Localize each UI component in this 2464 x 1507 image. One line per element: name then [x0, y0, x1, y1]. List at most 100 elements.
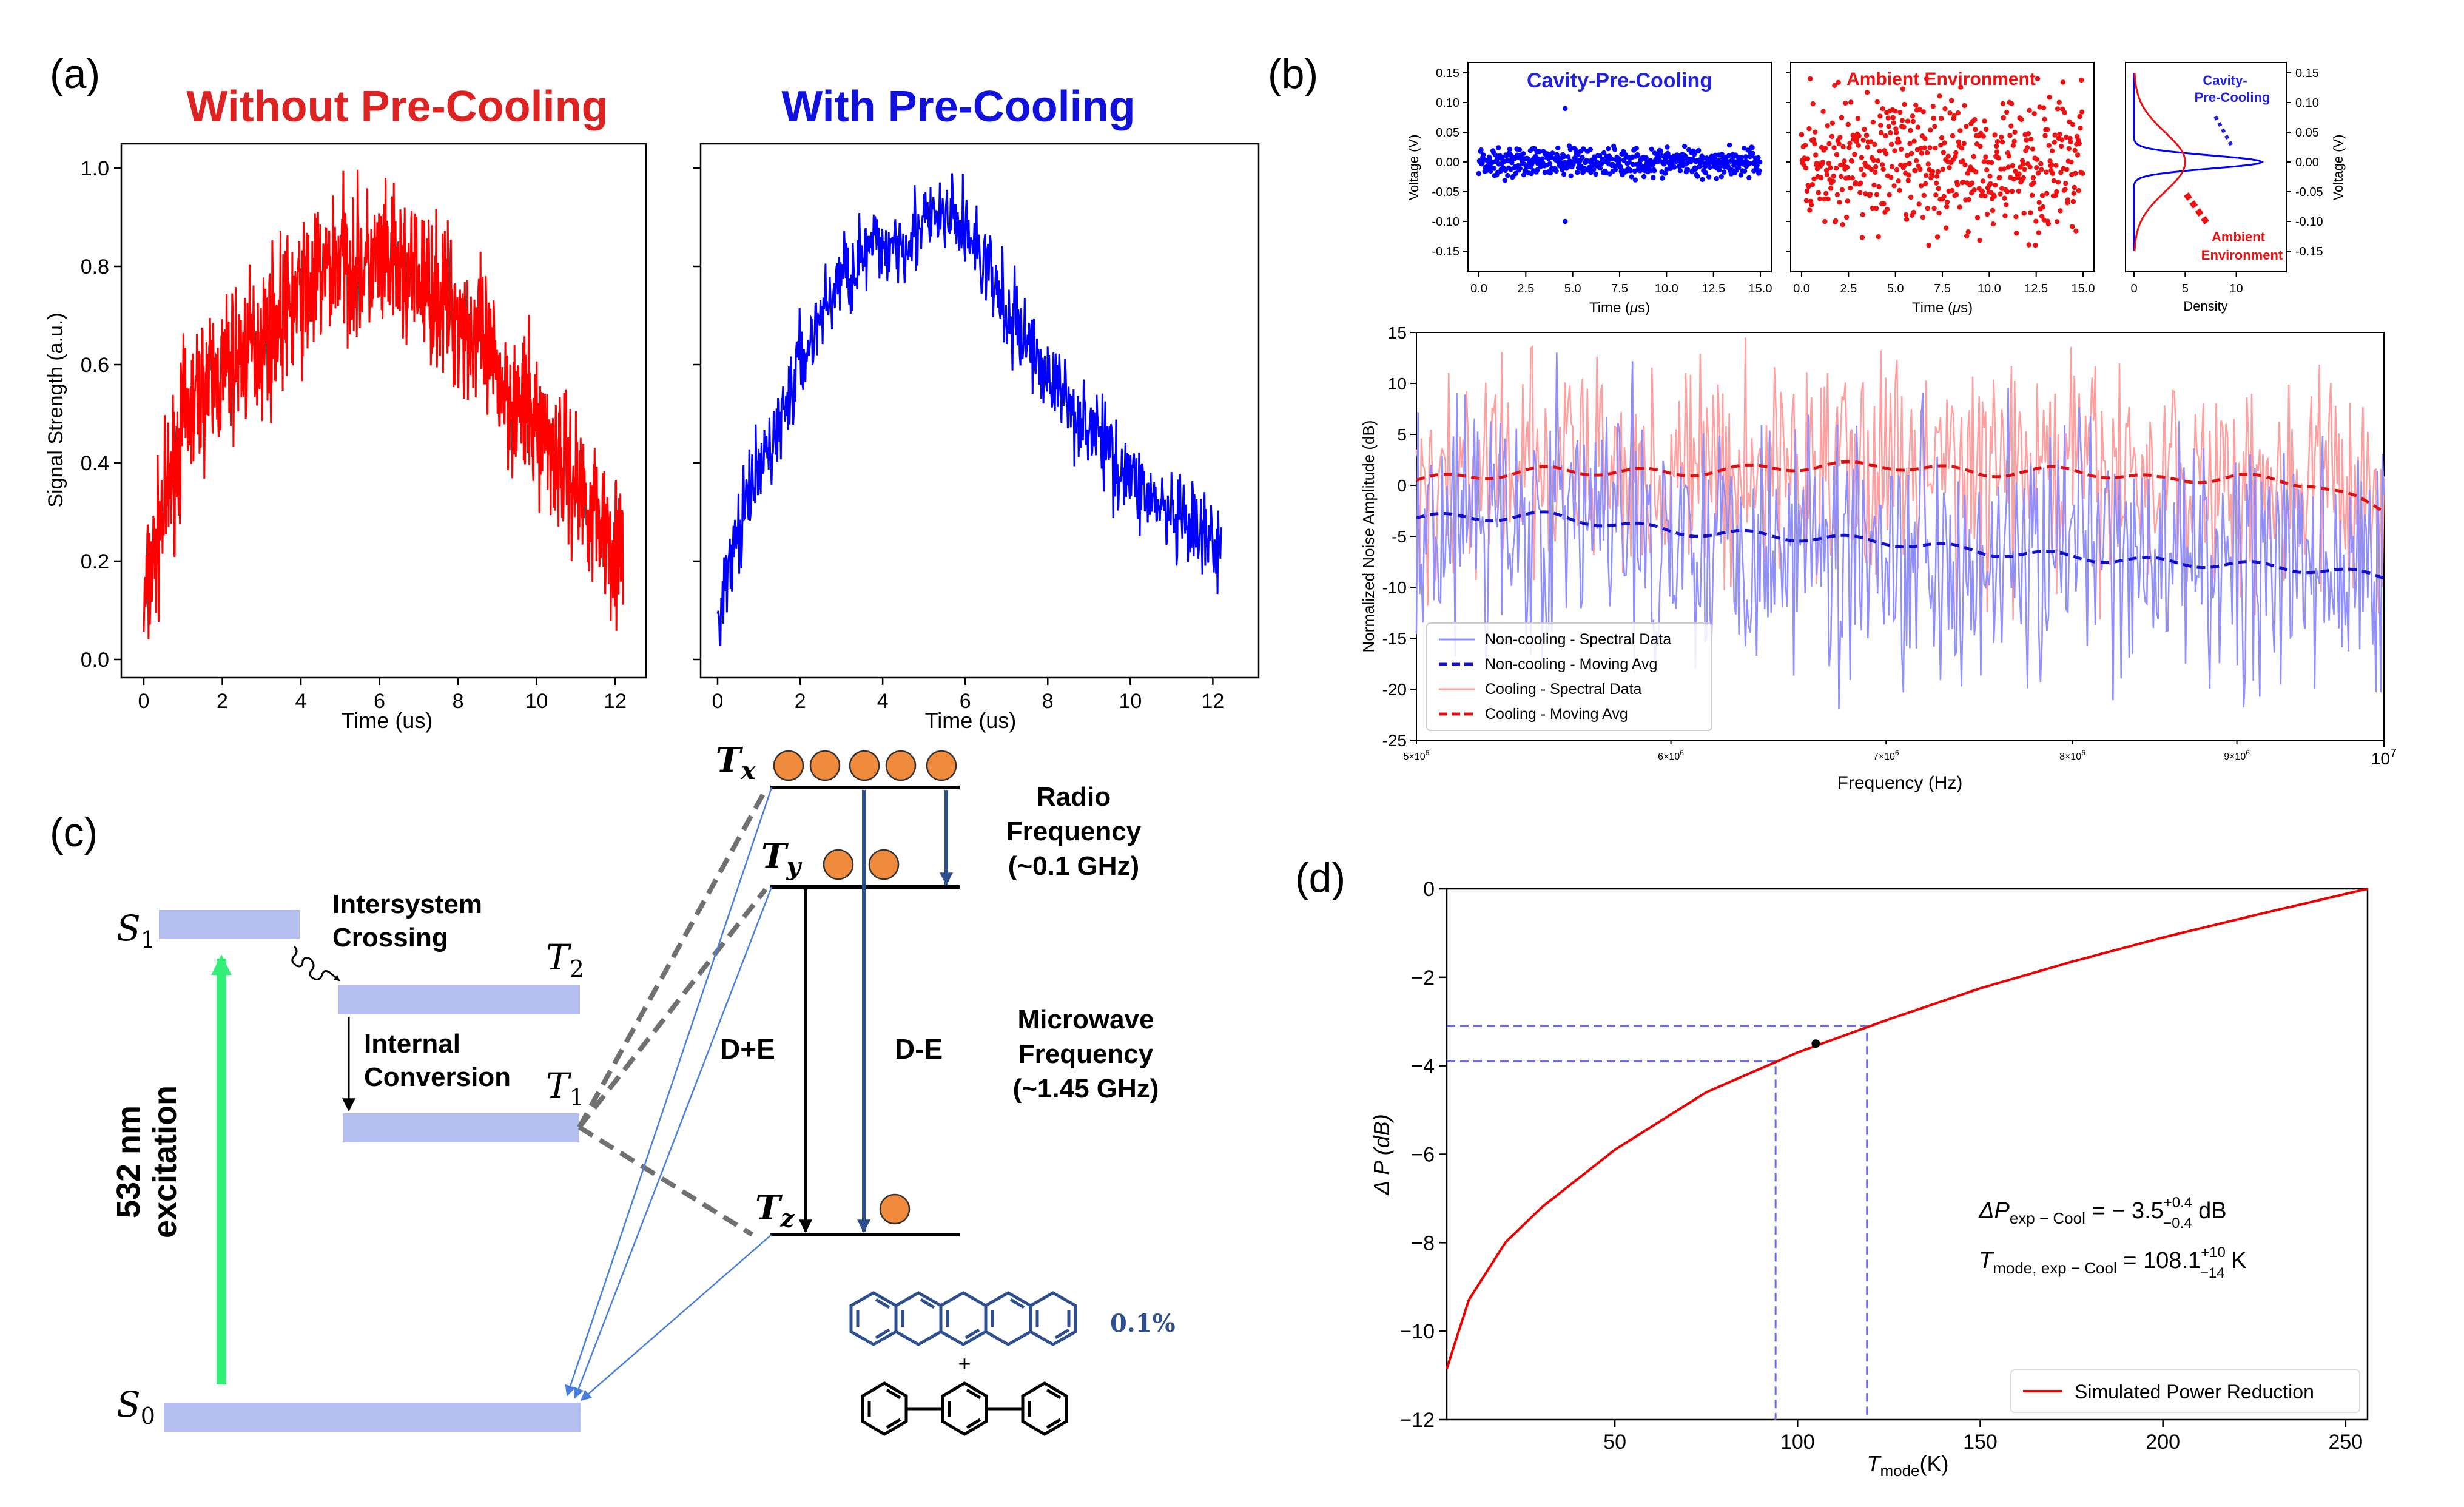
x-tick-label: 4: [877, 690, 889, 713]
scatter-point: [2030, 146, 2036, 152]
scatter-point: [1833, 218, 1839, 224]
scatter-point: [1977, 238, 1982, 243]
y-tick-label: -25: [1382, 731, 1407, 750]
x-tick-label: 7×106: [1873, 749, 1899, 762]
x-tick-label: 5.0: [1887, 282, 1904, 295]
scatter-point: [1601, 150, 1607, 156]
scatter-point: [1864, 90, 1870, 95]
y-tick-label: −4: [1411, 1055, 1435, 1078]
label-t2: T2: [546, 937, 584, 982]
scatter-point: [2033, 218, 2039, 224]
scatter-point: [2039, 167, 2044, 172]
scatter-point: [1910, 118, 1916, 124]
scatter-point: [1910, 113, 1916, 119]
scatter-point: [1806, 184, 1811, 189]
scatter-point: [1966, 197, 1971, 203]
scatter-point: [1956, 139, 1961, 144]
scatter-point: [1999, 139, 2005, 145]
scatter-point: [1563, 218, 1568, 224]
b-amb-scatter-title: Ambient Environment: [1846, 69, 2036, 89]
scatter-point: [1681, 143, 1688, 149]
scatter-point: [2020, 161, 2026, 167]
scatter-point: [1635, 153, 1641, 158]
scatter-point: [1917, 107, 1922, 112]
scatter-point: [1848, 185, 1853, 191]
scatter-point: [2070, 121, 2076, 127]
d-legend-label: Simulated Power Reduction: [2075, 1381, 2314, 1403]
scatter-point: [1755, 155, 1761, 161]
scatter-point: [1996, 155, 2001, 161]
scatter-point: [1897, 109, 1903, 115]
scatter-point: [1929, 174, 1935, 179]
scatter-point: [1930, 169, 1936, 174]
a-left-xlabel: Time (us): [342, 708, 433, 733]
scatter-point: [1495, 145, 1501, 150]
d-measured-point: [1811, 1039, 1820, 1048]
scatter-point: [2004, 189, 2010, 195]
scatter-point: [1959, 146, 1965, 151]
scatter-point: [1631, 161, 1636, 167]
y-tick-label: -5: [1392, 527, 1407, 546]
scatter-point: [2054, 189, 2059, 195]
scatter-point: [1553, 168, 1559, 174]
scatter-point: [1892, 148, 1897, 153]
scatter-point: [1971, 187, 1977, 193]
scatter-point: [1628, 168, 1633, 174]
y-tick-label: 5: [1397, 425, 1407, 444]
scatter-point: [2042, 133, 2048, 138]
scatter-point: [2000, 101, 2006, 106]
ring: [1029, 1291, 1077, 1346]
scatter-point: [2075, 152, 2081, 158]
scatter-point: [1904, 153, 1910, 158]
ring: [941, 1381, 988, 1436]
scatter-point: [1829, 120, 1836, 126]
scatter-point: [1845, 198, 1850, 204]
scatter-point: [1939, 116, 1944, 121]
scatter-point: [1994, 143, 1999, 149]
scatter-point: [2001, 166, 2007, 172]
scatter-point: [1808, 76, 1813, 81]
scatter-point: [1839, 187, 1845, 192]
scatter-point: [1706, 174, 1712, 180]
scatter-point: [2035, 76, 2041, 81]
scatter-point: [2052, 132, 2058, 138]
scatter-point: [1974, 215, 1981, 220]
scatter-point: [1817, 196, 1823, 202]
y-tick-label: -0.15: [2295, 245, 2323, 258]
scatter-point: [1930, 104, 1936, 109]
scatter-point: [1718, 174, 1724, 180]
d-ylabel: Δ P (dB): [1369, 1114, 1394, 1196]
scatter-point: [2016, 171, 2022, 177]
scatter-point: [1923, 181, 1928, 187]
y-tick-label: 0.00: [1436, 156, 1459, 169]
scatter-point: [2076, 187, 2082, 194]
scatter-point: [1736, 164, 1742, 170]
scatter-point: [1962, 103, 1967, 109]
scatter-point: [1938, 143, 1944, 148]
x-tick-label: 7.5: [1611, 282, 1628, 295]
scatter-point: [1871, 158, 1876, 163]
scatter-point: [2004, 202, 2009, 207]
y-tick-label: 10: [1388, 374, 1407, 393]
scatter-point: [2037, 104, 2042, 110]
b-density-ticks: 0 5 10: [2130, 272, 2243, 295]
scatter-point: [1883, 133, 1888, 139]
scatter-point: [1907, 141, 1913, 146]
scatter-point: [1877, 148, 1882, 154]
scatter-point: [2019, 116, 2024, 123]
level-s0: [164, 1403, 581, 1432]
label-s1: S1: [116, 908, 155, 953]
scatter-point: [1891, 120, 1896, 126]
scatter-point: [1696, 147, 1702, 153]
scatter-point: [1516, 147, 1523, 152]
scatter-point: [1928, 127, 1933, 133]
scatter-point: [1856, 143, 1861, 148]
scatter-point: [1750, 150, 1755, 157]
scatter-point: [2010, 143, 2016, 148]
x-tick-label: 0.0: [1470, 282, 1487, 295]
scatter-point: [2027, 107, 2032, 113]
scatter-point: [1824, 172, 1830, 177]
scatter-point: [1807, 207, 1813, 213]
scatter-point: [1880, 166, 1886, 172]
scatter-point: [1918, 146, 1924, 151]
